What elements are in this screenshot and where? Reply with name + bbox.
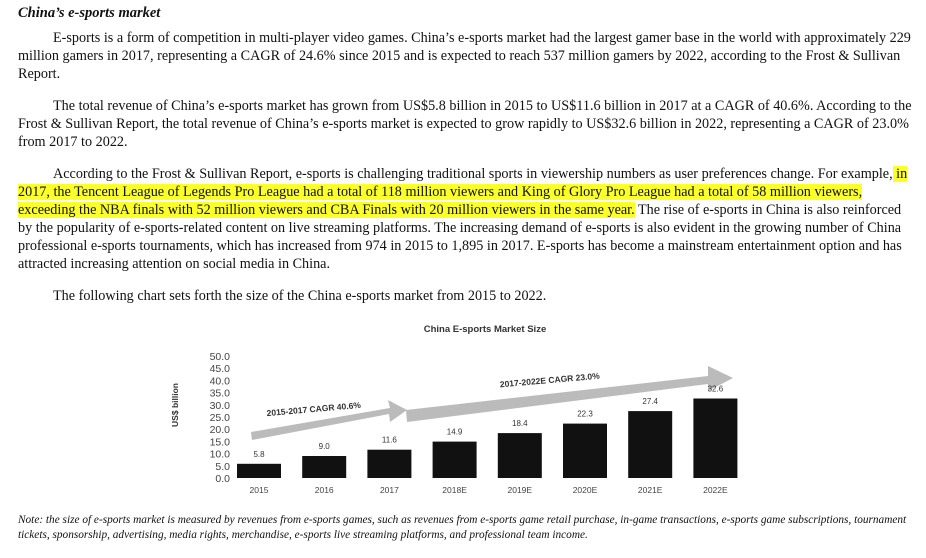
x-tick-label: 2020E (573, 485, 598, 495)
y-tick-label: 10.0 (210, 449, 231, 461)
x-tick-label: 2015 (250, 485, 269, 495)
bar-value-label: 5.8 (253, 450, 265, 459)
bar-2021E (628, 411, 673, 478)
y-axis-ticks: 0.05.010.015.020.025.030.035.040.045.050… (210, 351, 231, 485)
bar-2016 (302, 456, 347, 478)
y-axis-label: US$ billion (170, 383, 180, 427)
bar-2019E (497, 433, 542, 478)
paragraph-text: The total revenue of China’s e-sports ma… (18, 98, 912, 150)
chart-title: China E-sports Market Size (424, 324, 546, 335)
paragraph-gamer-base: E-sports is a form of competition in mul… (18, 29, 916, 83)
bar-value-label: 11.6 (382, 436, 398, 445)
x-tick-label: 2018E (442, 485, 467, 495)
y-tick-label: 45.0 (210, 363, 231, 375)
x-tick-label: 2021E (638, 485, 663, 495)
bar-2020E (563, 423, 607, 478)
bar-value-label: 9.0 (319, 442, 331, 451)
x-tick-label: 2019E (508, 485, 533, 495)
bar-2015 (237, 463, 281, 478)
chart-footnote: Note: the size of e-sports market is mea… (18, 514, 907, 541)
x-tick-label: 2016 (315, 485, 334, 495)
cagr-arrow-2017-2022 (406, 366, 733, 422)
chart-bars: 5.8 2015 9.0 2016 11.6 2017 14.9 2018E 18.4 2019E… (237, 385, 738, 495)
paragraph-text: The rise of e-sports in China is also re… (18, 202, 902, 272)
bar-2018E (432, 441, 477, 478)
bar-value-label: 27.4 (642, 397, 658, 406)
y-tick-label: 15.0 (210, 436, 231, 448)
bar-value-label: 22.3 (577, 410, 593, 419)
paragraph-text: E-sports is a form of competition in mul… (18, 30, 911, 82)
y-tick-label: 30.0 (210, 400, 231, 412)
paragraph-text: According to the Frost & Sullivan Report… (53, 166, 893, 182)
bar-2017 (367, 449, 412, 478)
market-size-chart: China E-sports Market Size US$ billion 2… (170, 324, 738, 495)
bar-value-label: 18.4 (512, 419, 528, 428)
paragraph-revenue: The total revenue of China’s e-sports ma… (18, 97, 916, 151)
y-tick-label: 50.0 (210, 351, 231, 363)
y-tick-label: 40.0 (210, 375, 231, 387)
section-title: China’s e-sports market (18, 5, 161, 21)
paragraph-text: The following chart sets forth the size … (53, 288, 547, 304)
x-tick-label: 2017 (380, 485, 399, 495)
bar-value-label: 32.6 (708, 385, 724, 394)
cagr-arrow-2015-2017 (251, 400, 407, 440)
y-tick-label: 35.0 (210, 388, 231, 400)
x-tick-label: 2022E (703, 485, 728, 495)
cagr-label-2017-2022: 2017-2022E CAGR 23.0% (499, 371, 600, 390)
paragraph-viewership: According to the Frost & Sullivan Report… (18, 165, 916, 273)
paragraph-chart-intro: The following chart sets forth the size … (18, 287, 916, 305)
y-tick-label: 25.0 (210, 412, 231, 424)
y-tick-label: 0.0 (215, 473, 230, 485)
y-tick-label: 20.0 (210, 424, 231, 436)
bar-2022E (693, 398, 738, 478)
bar-value-label: 14.9 (447, 428, 463, 437)
y-tick-label: 5.0 (215, 461, 230, 473)
